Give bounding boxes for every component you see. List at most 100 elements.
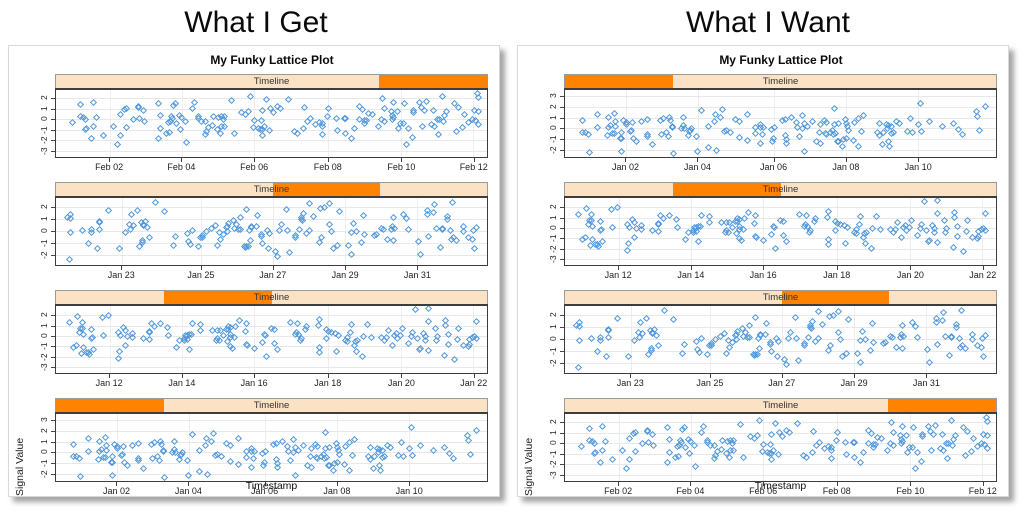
panel-group-feb: Timeline 2 1 0 -1 -2 -3 Feb 02 Feb 04 Feb 06 Feb 0… [39, 74, 488, 175]
gridline-horizontal [565, 363, 996, 365]
data-point [838, 353, 846, 361]
data-point [962, 228, 970, 236]
y-tick-mark [560, 207, 564, 209]
data-point [196, 447, 204, 455]
data-point [618, 446, 626, 454]
y-tick-label: -3 [548, 470, 558, 479]
data-point [155, 99, 163, 107]
scatter-canvas [56, 306, 487, 373]
data-point [449, 455, 457, 463]
data-point [227, 458, 235, 466]
data-point [827, 454, 835, 462]
x-tick-label: Feb 06 [240, 162, 269, 172]
figure-column-left: What I Get My Funky Lattice Plot Signal … [0, 0, 512, 497]
y-tick-mark [560, 117, 564, 119]
data-point [670, 149, 678, 157]
strip-label: Timeline [253, 76, 290, 87]
data-point [455, 103, 463, 112]
panel-plot: 2 1 0 -1 -2 [39, 196, 488, 266]
data-point [85, 448, 93, 456]
data-point [969, 434, 977, 442]
strip-highlight-bar [272, 183, 380, 196]
data-point [259, 338, 267, 346]
data-point [388, 341, 396, 349]
gridline-horizontal [565, 238, 996, 240]
strip-highlight-bar [781, 291, 889, 304]
data-point [448, 199, 456, 207]
gridline-horizontal [56, 356, 487, 358]
x-tick-label: Jan 14 [168, 378, 196, 388]
data-point [887, 418, 895, 426]
scatter-canvas [56, 414, 487, 481]
y-tick-mark [560, 443, 564, 445]
gridline-horizontal [565, 207, 996, 209]
data-point [768, 230, 776, 238]
x-tick-label: Jan 22 [969, 270, 997, 280]
data-point [698, 428, 706, 436]
gridline-horizontal [565, 96, 996, 98]
data-point [831, 227, 839, 235]
data-point [217, 453, 225, 461]
data-point [842, 450, 850, 458]
data-point [459, 222, 467, 230]
data-point [389, 214, 398, 222]
data-point [784, 334, 792, 342]
data-point [207, 438, 215, 446]
data-point [779, 433, 787, 441]
y-tick-mark [560, 351, 564, 353]
panel-group-feb: Timeline 2 1 0 -1 -2 -3 Feb 02 Feb 04 Feb 06 Feb 0… [548, 398, 997, 499]
x-tick-mark [121, 266, 123, 270]
data-point [735, 117, 743, 125]
y-tick-mark [51, 366, 55, 368]
y-tick-mark [51, 218, 55, 220]
scatter-canvas [56, 90, 487, 157]
x-tick-label: Jan 27 [259, 270, 287, 280]
x-tick-label: Jan 20 [387, 378, 415, 388]
panel-strip: Timeline [55, 74, 488, 89]
gridline-vertical [690, 414, 692, 481]
data-point [964, 427, 972, 436]
x-tick-mark [109, 158, 111, 162]
data-point [348, 320, 356, 328]
x-axis: Jan 02 Jan 04 Jan 06 Jan 08 Jan 10 [564, 158, 997, 175]
gridline-vertical [472, 306, 474, 373]
data-point [655, 342, 663, 350]
data-point [666, 448, 674, 457]
data-point [390, 99, 398, 107]
gridline-vertical [763, 414, 765, 481]
x-tick-mark [109, 374, 111, 378]
data-point [762, 330, 770, 338]
data-point [247, 463, 255, 471]
data-point [185, 345, 193, 354]
x-tick-mark [690, 482, 692, 486]
gridline-vertical [626, 90, 628, 157]
data-point [655, 228, 663, 236]
data-point [594, 347, 602, 356]
scatter-canvas [56, 198, 487, 265]
data-point [934, 198, 942, 204]
gridline-horizontal [565, 351, 996, 353]
y-tick-mark [51, 315, 55, 317]
data-point [674, 224, 682, 232]
x-tick-mark [982, 482, 984, 486]
data-point [596, 218, 604, 226]
y-tick-mark [560, 314, 564, 316]
gridline-horizontal [565, 107, 996, 109]
x-tick-label: Jan 06 [251, 486, 279, 496]
y-tick-label: -2 [548, 359, 558, 368]
data-point [348, 251, 356, 259]
data-point [628, 119, 636, 127]
data-point [398, 439, 406, 447]
data-point [950, 119, 958, 127]
data-point [608, 455, 616, 463]
x-axis-title: Timestamp [245, 480, 298, 492]
figure-heading-right: What I Want [686, 6, 850, 39]
data-point [716, 114, 724, 122]
data-point [270, 109, 278, 117]
data-point [160, 208, 168, 216]
data-point [834, 428, 842, 436]
y-tick-label: -3 [39, 146, 49, 155]
data-point [578, 117, 586, 125]
data-point [768, 347, 776, 355]
data-point [100, 331, 108, 339]
